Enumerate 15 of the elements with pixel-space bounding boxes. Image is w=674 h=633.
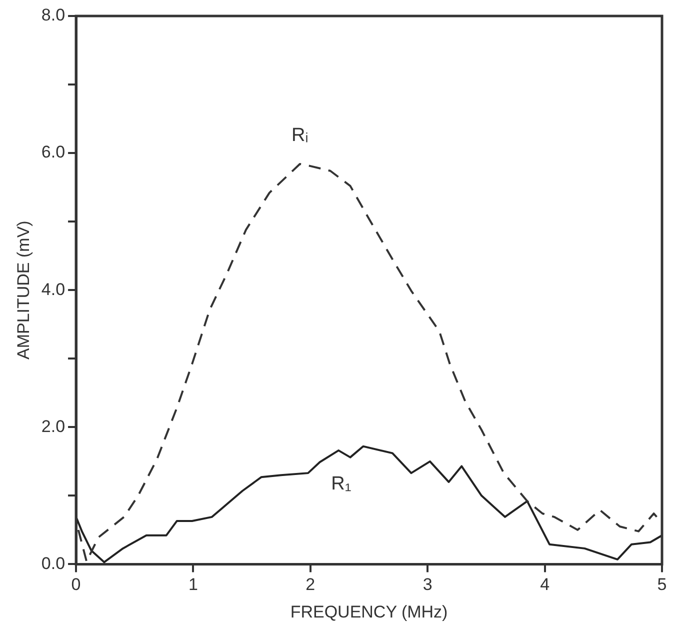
y-tick-label: 8.0 [41, 6, 66, 25]
y-tick-label: 6.0 [41, 142, 66, 162]
y-axis-title: AMPLITUDE (mV) [14, 220, 33, 360]
x-tick-label: 3 [422, 575, 432, 594]
x-tick-label: 1 [188, 575, 198, 594]
x-axis-title: FREQUENCY (MHz) [290, 602, 448, 622]
x-tick-label: 2 [306, 575, 316, 594]
x-tick-label: 4 [540, 575, 550, 594]
x-tick-label: 5 [657, 575, 667, 594]
series-label: Rᵢ [292, 125, 308, 146]
x-tick-label: 0 [71, 575, 81, 594]
y-tick-label: 0.0 [41, 554, 66, 573]
y-tick-label: 4.0 [41, 280, 66, 299]
y-tick-label: 2.0 [41, 416, 66, 436]
series-label: R₁ [331, 474, 352, 495]
